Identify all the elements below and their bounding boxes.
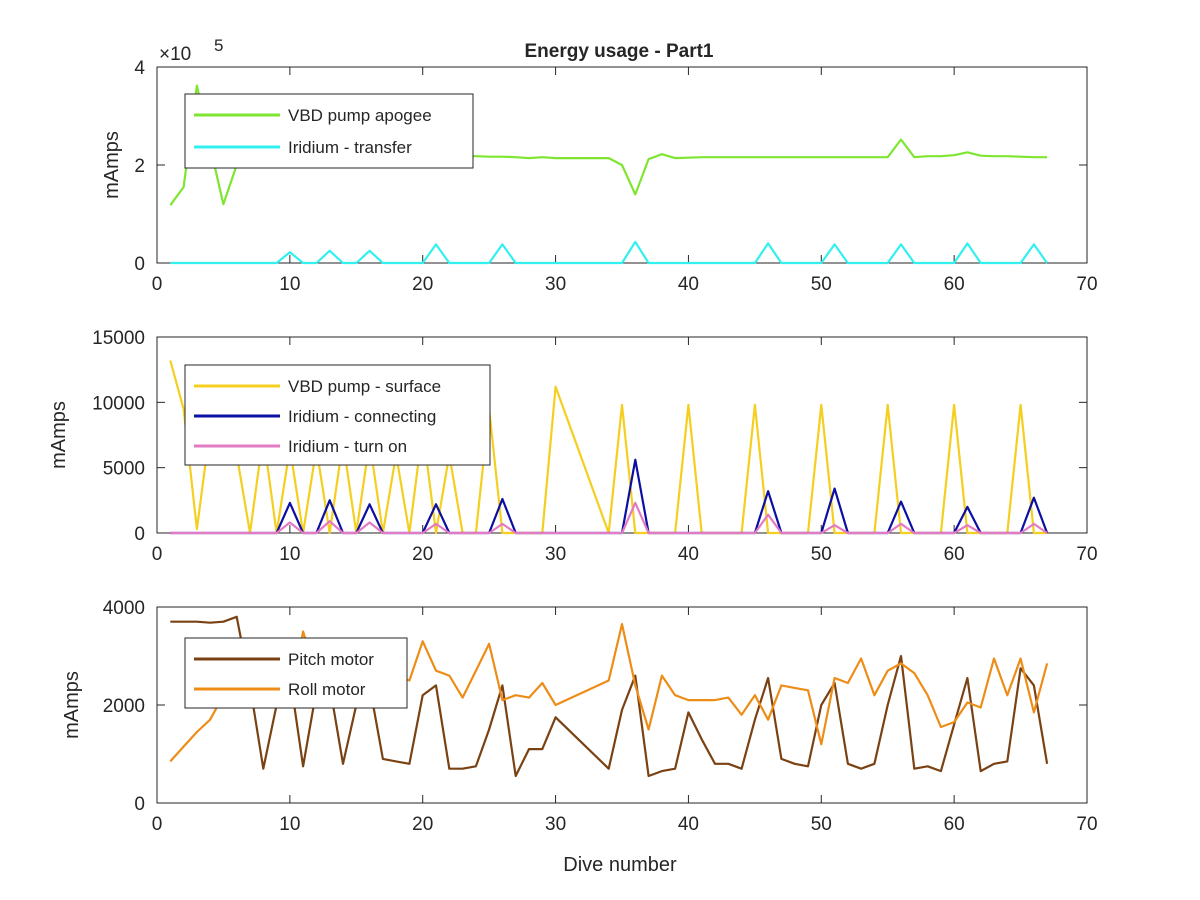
legend-label: VBD pump apogee bbox=[288, 106, 432, 125]
x-tick-label: 50 bbox=[811, 274, 832, 295]
x-tick-label: 40 bbox=[678, 274, 699, 295]
x-tick-label: 0 bbox=[152, 274, 163, 295]
legend-label: Iridium - transfer bbox=[288, 138, 412, 157]
y-tick-label: 2000 bbox=[103, 696, 145, 717]
legend-box bbox=[184, 93, 474, 169]
legend-label: VBD pump - surface bbox=[288, 377, 441, 396]
x-tick-label: 0 bbox=[152, 544, 163, 565]
x-tick-label: 0 bbox=[152, 814, 163, 835]
legend-label: Iridium - turn on bbox=[288, 437, 407, 456]
legend-label: Pitch motor bbox=[288, 650, 374, 669]
x-tick-label: 30 bbox=[545, 274, 566, 295]
x-axis-label: Dive number bbox=[563, 854, 677, 876]
energy-panel-middle: 0 10 20 30 40 50 60 70 0 5000 10000 15000 mAmps VBD p… bbox=[48, 328, 1098, 565]
series-line-1 bbox=[169, 360, 1048, 535]
x-tick-label: 30 bbox=[545, 544, 566, 565]
x-tick-label: 50 bbox=[811, 814, 832, 835]
x-tick-label: 10 bbox=[279, 544, 300, 565]
energy-panel-bottom: 0 10 20 30 40 50 60 70 0 2000 4000 mAmps Pitch motor… bbox=[61, 598, 1098, 835]
y-exponent-label: ×10 bbox=[159, 44, 191, 65]
legend-label: Iridium - connecting bbox=[288, 407, 436, 426]
legend-box bbox=[184, 637, 408, 709]
series-line-2 bbox=[170, 240, 1048, 265]
y-tick-label: 0 bbox=[134, 524, 145, 545]
x-tick-label: 70 bbox=[1076, 814, 1097, 835]
y-axis-label: mAmps bbox=[61, 671, 83, 739]
x-tick-label: 70 bbox=[1076, 274, 1097, 295]
x-tick-label: 40 bbox=[678, 544, 699, 565]
y-tick-label: 0 bbox=[134, 794, 145, 815]
x-tick-label: 10 bbox=[279, 814, 300, 835]
y-tick-label: 2 bbox=[134, 156, 145, 177]
legend-label: Roll motor bbox=[288, 680, 366, 699]
y-axis-label: mAmps bbox=[101, 131, 123, 199]
x-tick-label: 60 bbox=[944, 544, 965, 565]
x-tick-label: 50 bbox=[811, 544, 832, 565]
y-tick-label: 5000 bbox=[103, 459, 145, 480]
series-line-3 bbox=[170, 501, 1048, 535]
y-tick-label: 0 bbox=[134, 254, 145, 275]
energy-panel-top: 0 10 20 30 40 50 60 70 0 2 4 ×10 5 mAmps VBD pump apog… bbox=[101, 36, 1098, 295]
y-tick-label: 15000 bbox=[92, 328, 145, 349]
y-exponent-power: 5 bbox=[214, 36, 223, 55]
y-tick-label: 10000 bbox=[92, 393, 145, 414]
x-tick-label: 60 bbox=[944, 814, 965, 835]
x-tick-label: 40 bbox=[678, 814, 699, 835]
x-tick-label: 20 bbox=[412, 274, 433, 295]
x-tick-label: 60 bbox=[944, 274, 965, 295]
x-tick-label: 20 bbox=[412, 814, 433, 835]
x-tick-label: 70 bbox=[1076, 544, 1097, 565]
y-tick-label: 4 bbox=[134, 58, 145, 79]
chart-title: Energy usage - Part1 bbox=[524, 41, 713, 62]
x-tick-label: 10 bbox=[279, 274, 300, 295]
x-tick-label: 20 bbox=[412, 544, 433, 565]
y-tick-label: 4000 bbox=[103, 598, 145, 619]
x-tick-label: 30 bbox=[545, 814, 566, 835]
y-axis-label: mAmps bbox=[48, 401, 70, 469]
series-line-1 bbox=[170, 615, 1049, 778]
